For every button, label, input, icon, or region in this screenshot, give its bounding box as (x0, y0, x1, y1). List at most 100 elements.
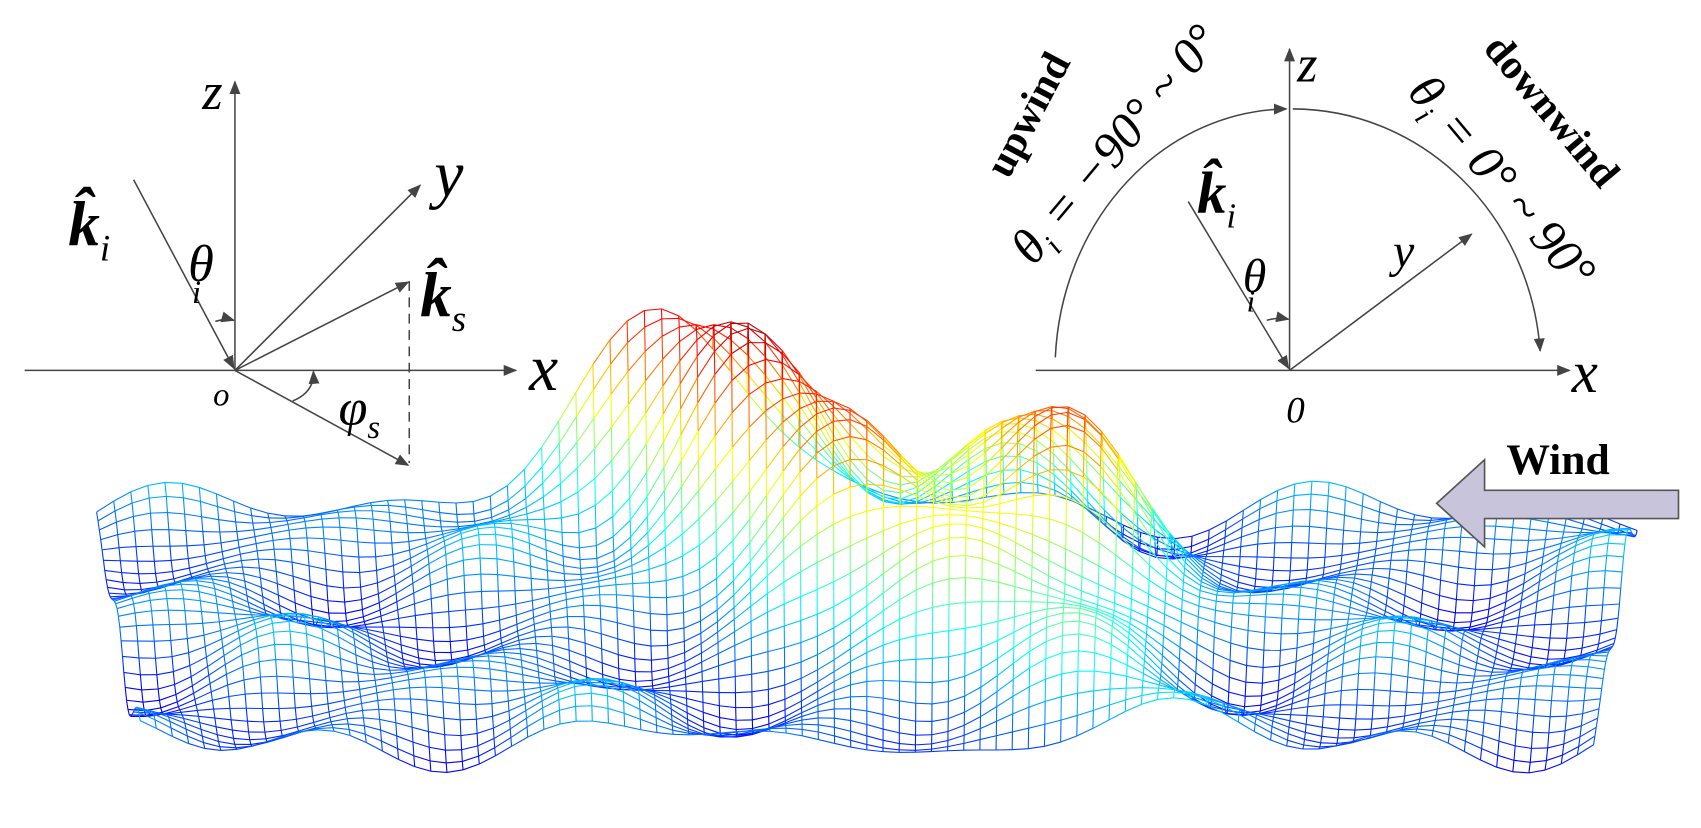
mesh-line (1207, 539, 1210, 547)
mesh-line (1535, 601, 1538, 613)
mesh-line (427, 540, 445, 551)
mesh-line (1068, 408, 1086, 420)
mesh-line (1476, 655, 1479, 664)
mesh-line (1508, 553, 1511, 568)
mesh-line (300, 619, 318, 623)
mesh-line (233, 607, 236, 615)
mesh-line (447, 574, 465, 580)
mesh-line (1594, 528, 1613, 534)
mesh-line (1388, 690, 1391, 706)
mesh-line (1511, 658, 1514, 665)
mesh-line (130, 484, 149, 493)
mesh-line (685, 671, 703, 678)
mesh-line (304, 518, 323, 522)
mesh-line (1342, 530, 1345, 545)
mesh-line (175, 685, 193, 696)
mesh-line (374, 673, 391, 675)
mesh-line (783, 571, 801, 583)
mesh-line (527, 519, 529, 527)
mesh-line (1220, 579, 1238, 588)
mesh-line (193, 693, 196, 700)
mesh-line (1163, 614, 1166, 626)
mesh-line (1360, 506, 1363, 520)
mesh-line (598, 571, 616, 578)
mesh-line (651, 657, 669, 661)
mesh-line (214, 717, 232, 721)
mesh-line (406, 666, 423, 671)
mesh-line (262, 596, 280, 606)
mesh-line (455, 502, 458, 515)
mesh-line (1346, 619, 1349, 625)
mesh-line (734, 637, 752, 646)
mesh-line (1360, 519, 1363, 532)
mesh-line (932, 630, 949, 634)
mesh-line (1436, 609, 1440, 620)
mesh-line (1154, 538, 1172, 549)
mesh-line (679, 355, 698, 384)
mesh-line (595, 545, 598, 559)
mesh-line (270, 617, 273, 624)
mesh-line (391, 682, 394, 690)
mesh-line (255, 539, 274, 545)
mesh-line (602, 673, 620, 680)
mesh-line (360, 587, 363, 600)
mesh-line (1080, 605, 1097, 612)
mesh-line (1274, 527, 1277, 543)
mesh-line (915, 657, 933, 660)
mesh-line (747, 354, 765, 375)
mesh-line (271, 623, 275, 633)
mesh-line (784, 707, 802, 718)
mesh-line (1013, 623, 1031, 633)
mesh-line (327, 703, 330, 712)
mesh-line (1067, 424, 1085, 433)
mesh-line (1404, 594, 1422, 604)
mesh-line (622, 682, 639, 691)
mesh-line (1424, 561, 1442, 565)
mesh-line (1610, 529, 1628, 531)
mesh-line (899, 611, 917, 620)
mesh-line (212, 578, 230, 583)
mesh-line (1212, 653, 1215, 670)
mesh-line (149, 513, 153, 530)
mesh-line (1562, 534, 1580, 539)
mesh-line (1104, 519, 1123, 537)
mesh-line (519, 642, 536, 645)
mesh-line (1544, 542, 1562, 549)
mesh-line (558, 392, 577, 422)
mesh-line (182, 714, 199, 717)
mesh-line (866, 679, 884, 683)
mesh-line (620, 686, 638, 690)
mesh-line (376, 689, 394, 694)
mesh-line (372, 519, 375, 531)
mesh-line (222, 558, 226, 565)
mesh-line (951, 470, 970, 483)
mesh-line (1340, 559, 1359, 565)
mesh-line (201, 610, 219, 614)
mesh-line (1290, 709, 1292, 715)
mesh-line (1593, 529, 1611, 535)
mesh-line (542, 483, 544, 497)
mesh-line (1327, 645, 1330, 654)
mesh-line (1421, 701, 1439, 705)
mesh-line (1325, 676, 1343, 683)
mesh-line (686, 690, 703, 693)
mesh-line (866, 573, 884, 587)
mesh-line (1297, 619, 1300, 634)
mesh-line (1487, 687, 1504, 692)
mesh-line (584, 615, 601, 620)
mesh-line (202, 623, 205, 636)
mesh-line (1294, 661, 1297, 674)
mesh-line (749, 495, 767, 520)
mesh-line (344, 707, 347, 714)
mesh-line (899, 700, 916, 704)
mesh-line (916, 474, 935, 490)
mesh-line (509, 506, 527, 516)
mesh-line (102, 560, 106, 571)
mesh-line (685, 680, 703, 685)
mesh-line (441, 687, 444, 702)
mesh-line (487, 651, 505, 655)
mesh-line (156, 578, 174, 583)
mesh-line (1355, 704, 1358, 719)
mesh-line (165, 713, 183, 716)
mesh-line (849, 435, 868, 456)
